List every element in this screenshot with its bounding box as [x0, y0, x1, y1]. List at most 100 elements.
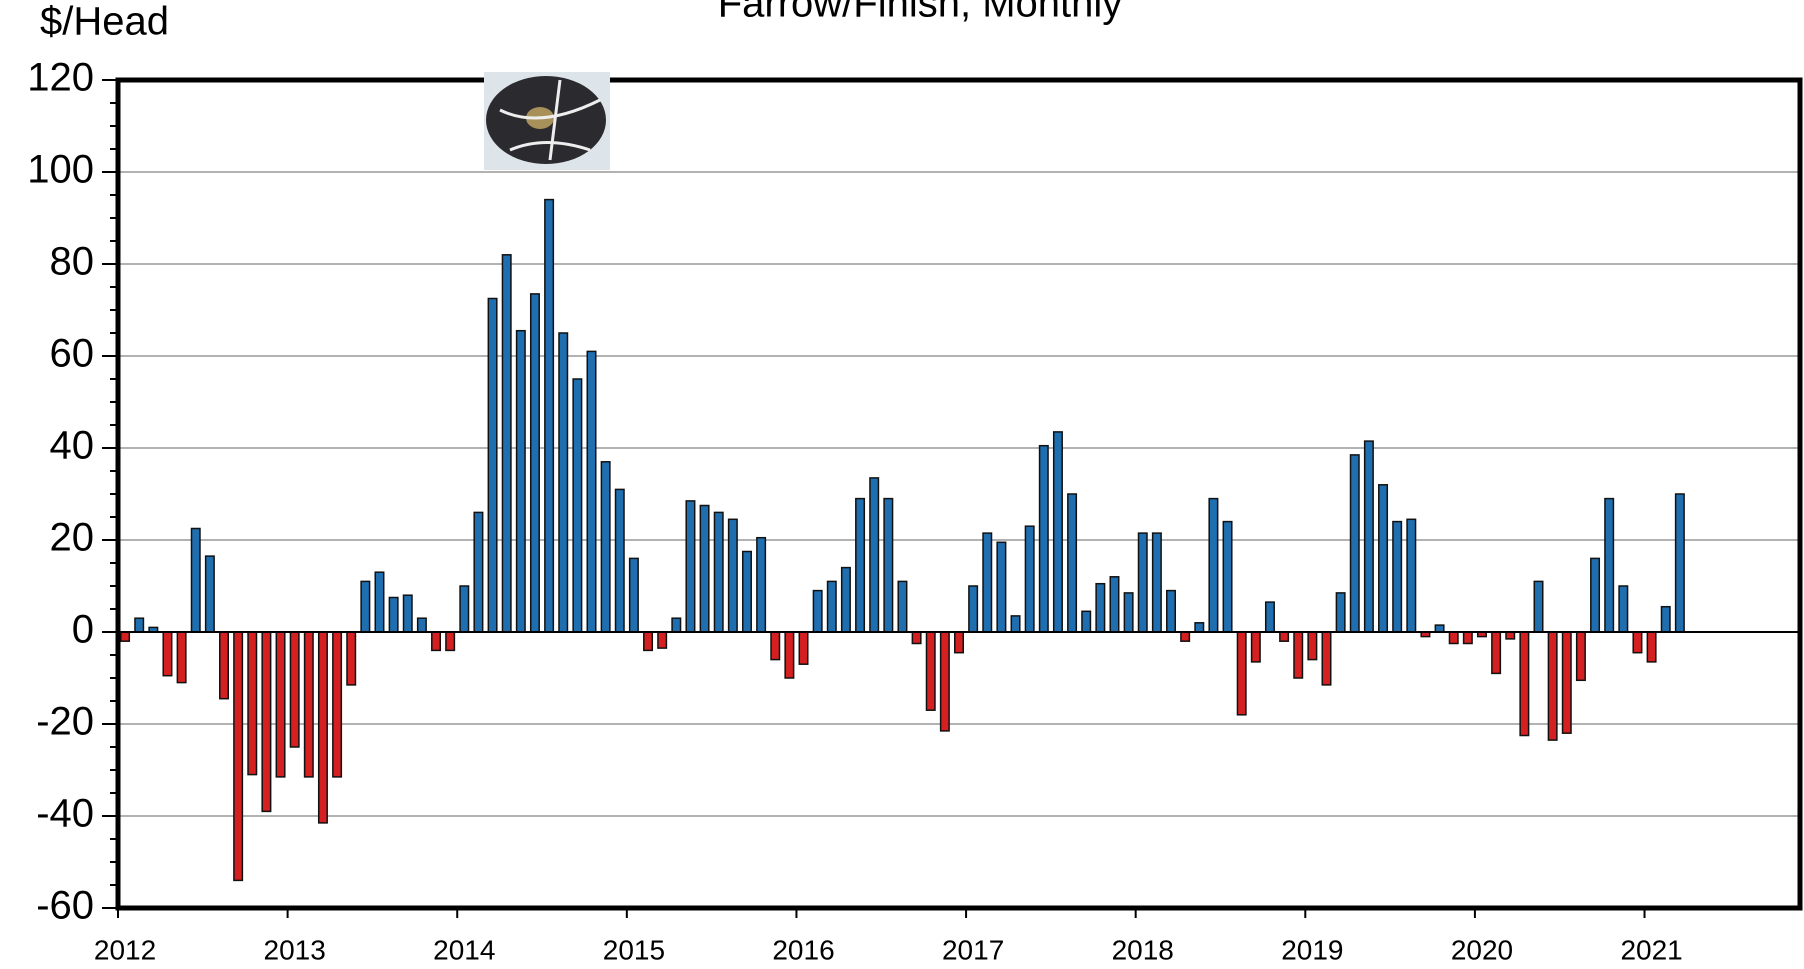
bar [1577, 632, 1585, 680]
bar [1464, 632, 1472, 644]
bar [135, 618, 143, 632]
bar [941, 632, 949, 731]
bar [1534, 581, 1542, 632]
bar [926, 632, 934, 710]
bar [234, 632, 242, 880]
bar [163, 632, 171, 676]
bar [616, 489, 624, 632]
bar [545, 200, 553, 632]
x-tick-label: 2015 [603, 934, 665, 965]
bar [1139, 533, 1147, 632]
bar [1209, 499, 1217, 632]
bar [1294, 632, 1302, 678]
bar [1548, 632, 1556, 740]
bar [1096, 584, 1104, 632]
x-tick-label: 2013 [264, 934, 326, 965]
bar [969, 586, 977, 632]
bar [1591, 558, 1599, 632]
bar [1237, 632, 1245, 715]
bar [743, 552, 751, 633]
x-tick-label: 2014 [433, 934, 495, 965]
bar [290, 632, 298, 747]
y-axis-label: $/Head [40, 0, 169, 44]
bar [460, 586, 468, 632]
bar [842, 568, 850, 632]
bar [1407, 519, 1415, 632]
bar [1633, 632, 1641, 653]
bar [1124, 593, 1132, 632]
plot-frame [118, 80, 1800, 908]
bar [262, 632, 270, 811]
bar [686, 501, 694, 632]
bar [220, 632, 228, 699]
bar [1167, 591, 1175, 632]
bar [191, 529, 199, 633]
bar [658, 632, 666, 648]
x-tick-label: 2016 [772, 934, 834, 965]
y-tick-label: 0 [72, 608, 94, 652]
x-tick-label: 2018 [1112, 934, 1174, 965]
bar [828, 581, 836, 632]
bar [276, 632, 284, 777]
bar [997, 542, 1005, 632]
bar [1563, 632, 1571, 733]
bar [559, 333, 567, 632]
y-tick-label: 100 [27, 148, 94, 192]
bar [672, 618, 680, 632]
bar [1054, 432, 1062, 632]
bar [1040, 446, 1048, 632]
bar [1647, 632, 1655, 662]
x-tick-label: 2017 [942, 934, 1004, 965]
bar [517, 331, 525, 632]
bar [1280, 632, 1288, 641]
bar [1153, 533, 1161, 632]
bar [1449, 632, 1457, 644]
x-tick-label: 2012 [94, 934, 156, 965]
bar [1195, 623, 1203, 632]
bar [1110, 577, 1118, 632]
bar [1506, 632, 1514, 639]
bar [488, 299, 496, 633]
bar [1223, 522, 1231, 632]
bar [601, 462, 609, 632]
bar [389, 598, 397, 633]
x-tick-label: 2019 [1281, 934, 1343, 965]
bar [1011, 616, 1019, 632]
y-tick-label: -20 [36, 700, 94, 744]
bar [955, 632, 963, 653]
bar [644, 632, 652, 650]
x-tick-label: 2020 [1451, 934, 1513, 965]
bar [1322, 632, 1330, 685]
bar [1351, 455, 1359, 632]
bar [1252, 632, 1260, 662]
bar [1676, 494, 1684, 632]
y-tick-label: 20 [50, 516, 95, 560]
bar [1379, 485, 1387, 632]
bar [248, 632, 256, 775]
bar [333, 632, 341, 777]
bar [1365, 441, 1373, 632]
y-tick-label: -60 [36, 884, 94, 928]
bar [1266, 602, 1274, 632]
bar [785, 632, 793, 678]
y-tick-label: 40 [50, 424, 95, 468]
bar [573, 379, 581, 632]
x-tick-label: 2021 [1620, 934, 1682, 965]
photo-icon [484, 72, 610, 170]
bar [177, 632, 185, 683]
bar [856, 499, 864, 632]
bar [1393, 522, 1401, 632]
bar [404, 595, 412, 632]
bar [319, 632, 327, 823]
bar [870, 478, 878, 632]
bar [1336, 593, 1344, 632]
bar [884, 499, 892, 632]
bar [531, 294, 539, 632]
bar [446, 632, 454, 650]
bar [912, 632, 920, 644]
bar [1605, 499, 1613, 632]
bar [1181, 632, 1189, 641]
bar [121, 632, 129, 641]
bar [983, 533, 991, 632]
bar [1308, 632, 1316, 660]
